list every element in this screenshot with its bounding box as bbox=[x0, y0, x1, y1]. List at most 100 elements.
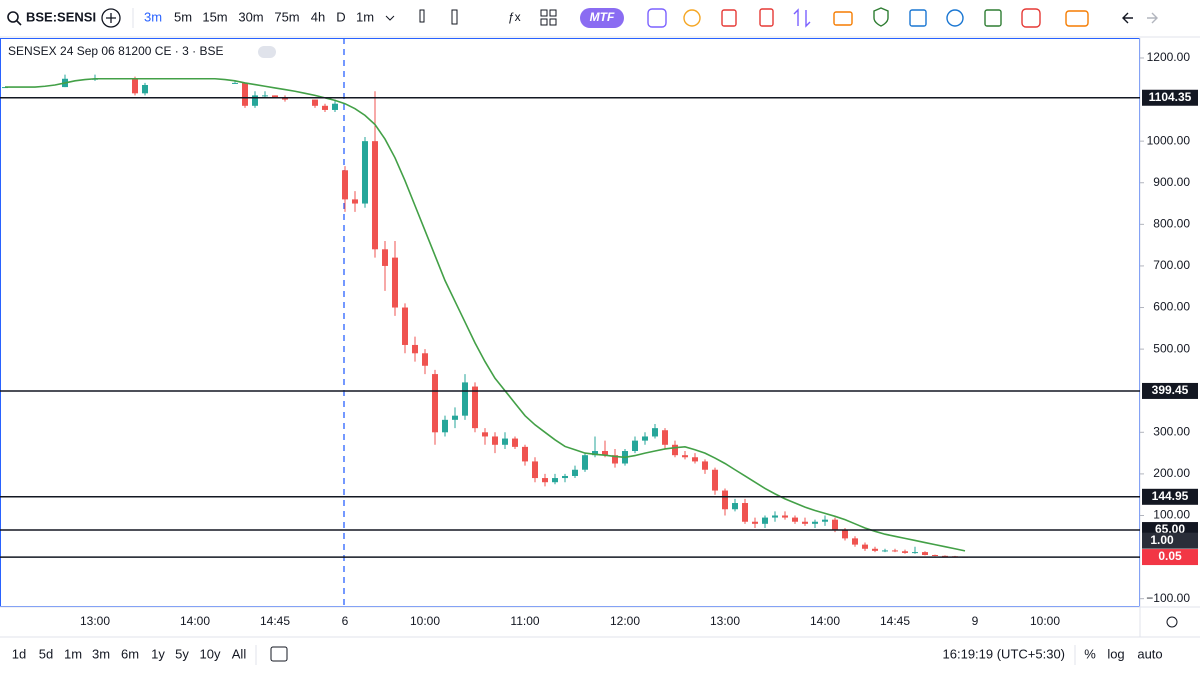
interval-button[interactable]: 1m bbox=[356, 9, 374, 24]
candle-body bbox=[412, 344, 418, 354]
range-button[interactable]: 10y bbox=[200, 646, 221, 661]
search-icon-handle bbox=[16, 20, 22, 26]
tool-icon[interactable] bbox=[1021, 8, 1041, 28]
candle-body bbox=[472, 386, 478, 429]
candle-body bbox=[732, 503, 738, 510]
candle-body bbox=[832, 519, 838, 531]
candle-body bbox=[772, 515, 778, 518]
interval-button[interactable]: 30m bbox=[238, 9, 263, 24]
dropdown-arrow[interactable] bbox=[385, 15, 395, 21]
candle-body bbox=[382, 249, 388, 266]
candle-body bbox=[902, 551, 908, 553]
candle-body bbox=[342, 170, 348, 200]
tool-icon[interactable] bbox=[721, 9, 737, 27]
indicators-icon[interactable]: ƒx bbox=[508, 10, 521, 24]
candle-body bbox=[422, 353, 428, 366]
tool-icon[interactable] bbox=[873, 7, 889, 27]
range-button[interactable]: 3m bbox=[92, 646, 110, 661]
tool-icon[interactable] bbox=[1065, 10, 1089, 27]
date-range-icon[interactable] bbox=[270, 646, 288, 662]
tool-icon[interactable] bbox=[683, 9, 701, 27]
layout-icon[interactable] bbox=[540, 9, 548, 17]
price-label: 1104.35 bbox=[1149, 90, 1192, 104]
price-label-box bbox=[1142, 89, 1198, 106]
axis-settings[interactable] bbox=[1166, 616, 1178, 628]
y-tick-label: 1000.00 bbox=[1147, 133, 1191, 147]
x-tick-label: 10:00 bbox=[1030, 614, 1060, 628]
candle-body bbox=[682, 455, 688, 458]
interval-button[interactable]: 5m bbox=[174, 9, 192, 24]
price-label-box bbox=[1142, 549, 1198, 566]
tool-icon[interactable] bbox=[793, 8, 811, 28]
candle-body bbox=[922, 552, 928, 556]
redo-icon[interactable] bbox=[1147, 12, 1158, 24]
scale-option[interactable]: log bbox=[1107, 646, 1124, 661]
layout-icon[interactable] bbox=[540, 18, 548, 26]
x-tick-label: 14:45 bbox=[260, 614, 290, 628]
range-button[interactable]: 5y bbox=[175, 646, 189, 661]
range-button[interactable]: 5d bbox=[39, 646, 53, 661]
candle-body bbox=[532, 461, 538, 479]
tool-icon[interactable] bbox=[946, 9, 964, 27]
candle-body bbox=[872, 548, 878, 551]
scale-option[interactable]: % bbox=[1084, 646, 1096, 661]
range-button[interactable]: 1d bbox=[12, 646, 26, 661]
tool-icon[interactable] bbox=[759, 8, 774, 27]
y-tick-label: 100.00 bbox=[1153, 508, 1190, 522]
interval-button[interactable]: 4h bbox=[311, 9, 325, 24]
candle-body bbox=[522, 446, 528, 462]
range-button[interactable]: 6m bbox=[121, 646, 139, 661]
undo-icon[interactable] bbox=[1122, 12, 1133, 24]
legend-toggle[interactable] bbox=[258, 46, 276, 58]
candle-body bbox=[232, 82, 238, 84]
candle-type-icon[interactable] bbox=[451, 9, 458, 25]
mtf-button[interactable] bbox=[580, 8, 624, 28]
interval-button[interactable]: D bbox=[336, 9, 345, 24]
candle-body bbox=[332, 103, 338, 110]
tool-icon[interactable] bbox=[833, 11, 853, 26]
candle-body bbox=[692, 457, 698, 462]
interval-button[interactable]: 15m bbox=[202, 9, 227, 24]
scale-option[interactable]: auto bbox=[1137, 646, 1162, 661]
candle-body bbox=[562, 475, 568, 479]
tool-icon[interactable] bbox=[909, 9, 927, 27]
interval-button[interactable]: 3m bbox=[144, 9, 162, 24]
tool-icon[interactable] bbox=[984, 9, 1002, 27]
tool-icon[interactable] bbox=[647, 8, 667, 28]
candle-body bbox=[822, 519, 828, 522]
layout-icon[interactable] bbox=[549, 9, 557, 17]
add-symbol-plus bbox=[106, 13, 116, 23]
candle-body bbox=[242, 82, 248, 106]
range-button[interactable]: All bbox=[232, 646, 247, 661]
candle-body bbox=[602, 451, 608, 456]
range-button[interactable]: 1m bbox=[64, 646, 82, 661]
bar-type-icon[interactable] bbox=[419, 9, 425, 23]
candle-body bbox=[462, 382, 468, 416]
add-symbol[interactable] bbox=[101, 8, 121, 28]
candle-body bbox=[722, 490, 728, 510]
candle-body bbox=[812, 521, 818, 524]
candle-body bbox=[502, 438, 508, 445]
candle-body bbox=[702, 461, 708, 470]
candle-body bbox=[742, 503, 748, 522]
candle-body bbox=[552, 478, 558, 483]
interval-button[interactable]: 75m bbox=[274, 9, 299, 24]
y-tick-label: 800.00 bbox=[1153, 217, 1190, 231]
moving-average bbox=[5, 77, 966, 552]
x-tick-label: 14:00 bbox=[810, 614, 840, 628]
price-label: 1.00 bbox=[1150, 533, 1174, 547]
y-tick-label: 300.00 bbox=[1153, 424, 1190, 438]
candle-body bbox=[932, 555, 938, 557]
candle-body bbox=[762, 517, 768, 524]
symbol-search[interactable]: BSE:SENSI bbox=[26, 9, 96, 24]
range-button[interactable]: 1y bbox=[151, 646, 165, 661]
candle-body bbox=[842, 530, 848, 539]
price-label-box bbox=[1142, 488, 1198, 505]
candle-body bbox=[592, 451, 598, 456]
candle-body bbox=[272, 95, 278, 98]
y-tick-label: 200.00 bbox=[1153, 466, 1190, 480]
layout-icon[interactable] bbox=[549, 18, 557, 26]
search-icon[interactable] bbox=[7, 11, 19, 23]
